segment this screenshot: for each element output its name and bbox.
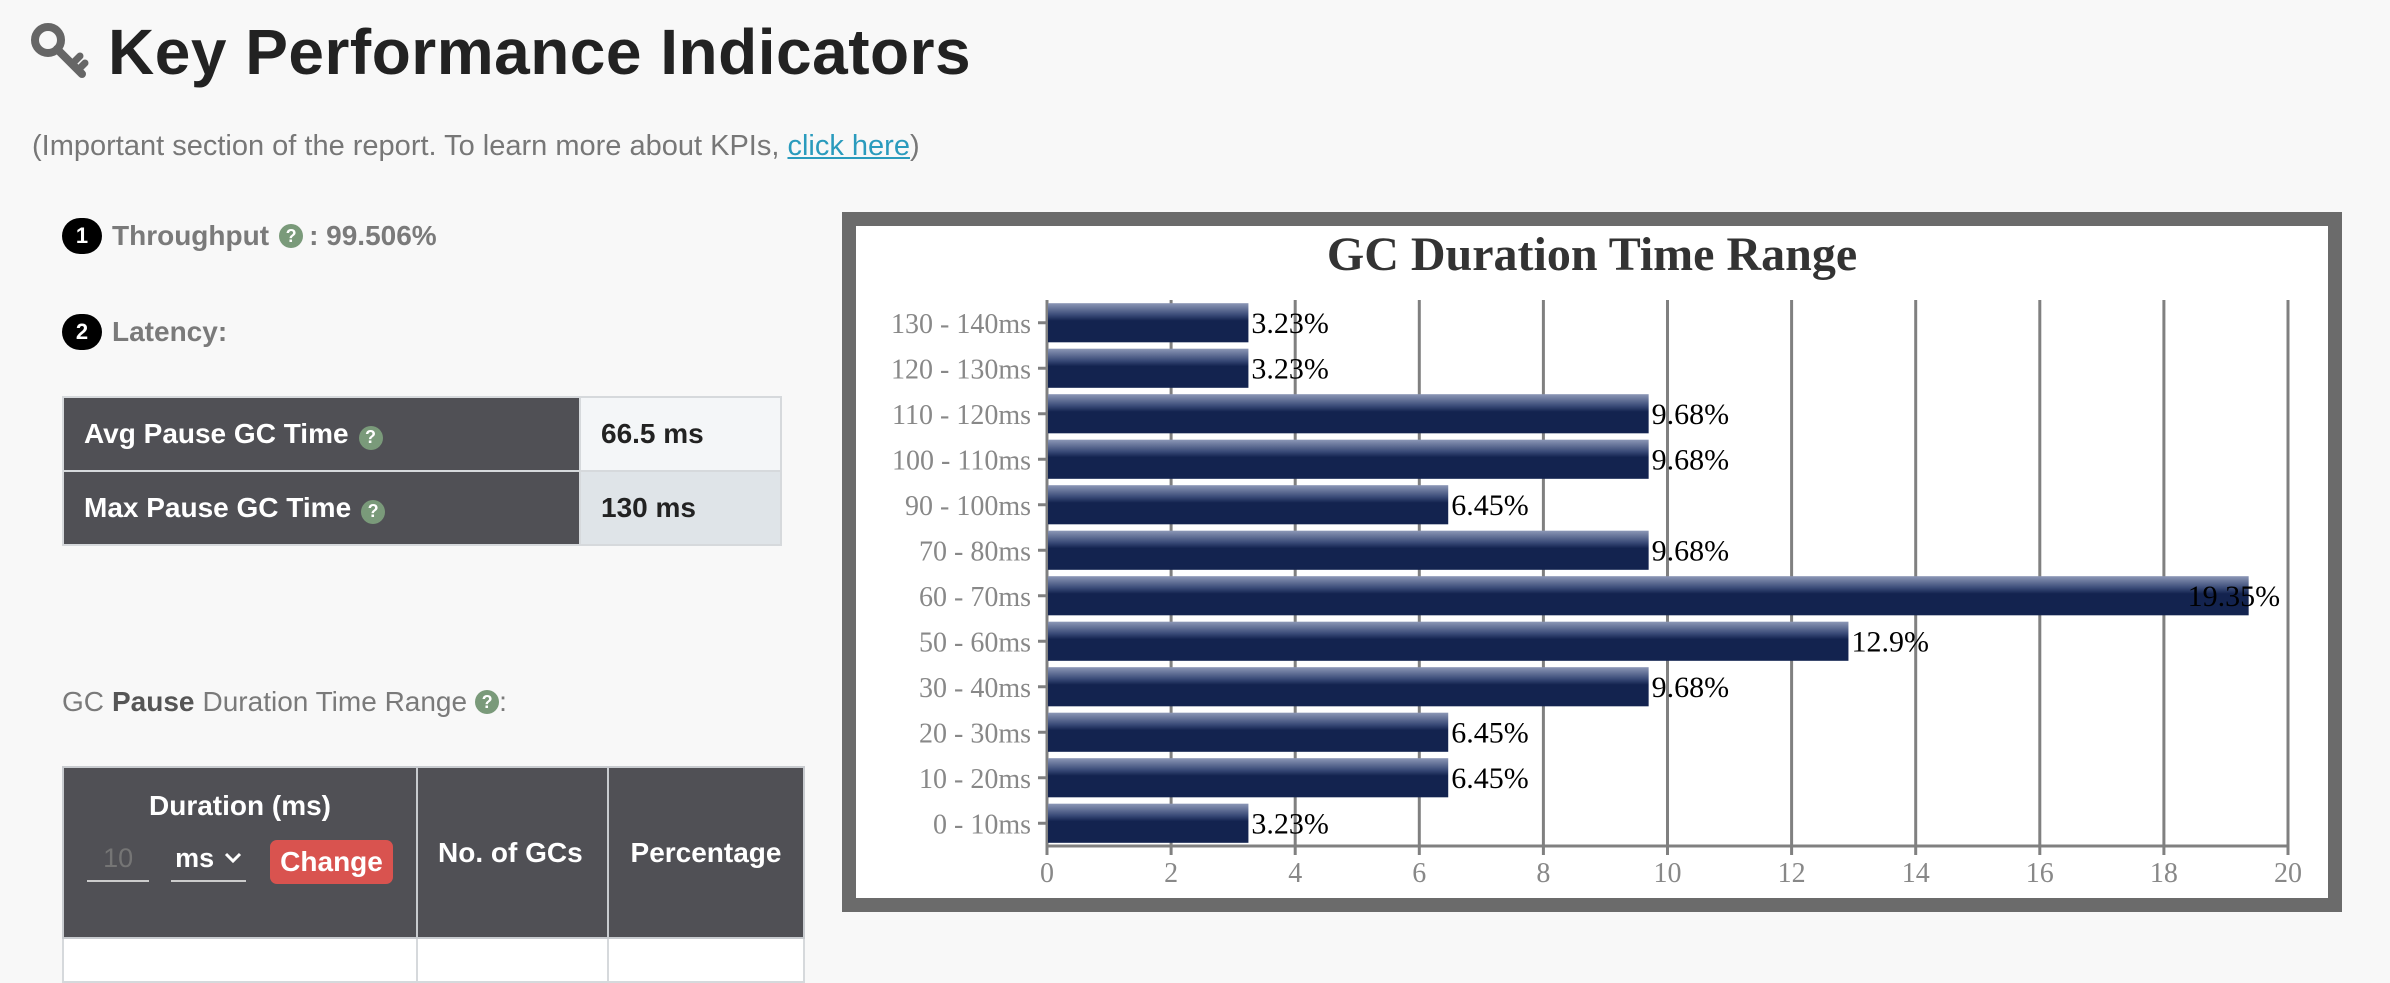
bar — [1048, 439, 1649, 479]
x-tick-label: 12 — [1778, 858, 1806, 889]
help-icon[interactable]: ? — [358, 425, 383, 450]
data-label: 3.23% — [1251, 352, 1329, 385]
bar — [1048, 485, 1449, 525]
latency-label: Latency: — [112, 316, 228, 347]
pause-range-heading: GC Pause Duration Time Range ? : — [62, 686, 507, 718]
y-tick-label: 70 - 80ms — [919, 536, 1031, 567]
y-tick-label: 100 - 110ms — [892, 445, 1031, 476]
pause-range-prefix: GC — [62, 686, 104, 717]
table-cell — [416, 937, 609, 983]
bar — [1048, 758, 1449, 798]
percentage-header: Percentage — [607, 766, 805, 939]
y-tick-label: 20 - 30ms — [919, 718, 1031, 749]
pause-range-colon: : — [499, 686, 507, 717]
x-tick-label: 2 — [1164, 858, 1178, 889]
x-tick-label: 16 — [2026, 858, 2054, 889]
bar — [1048, 303, 1249, 343]
kpi-help-link[interactable]: click here — [787, 130, 910, 162]
y-tick-label: 60 - 70ms — [919, 582, 1031, 613]
chart-title: GC Duration Time Range — [1327, 228, 1857, 281]
duration-table: Duration (ms) ms Change No. of GCs Perce… — [62, 766, 805, 983]
max-pause-value: 130 ms — [579, 470, 782, 546]
data-label: 19.35% — [2188, 580, 2281, 613]
x-tick-label: 10 — [1654, 858, 1682, 889]
table-cell — [62, 937, 418, 983]
x-tick-label: 18 — [2150, 858, 2178, 889]
bar — [1048, 621, 1849, 661]
bar — [1048, 712, 1449, 752]
data-label: 6.45% — [1451, 489, 1529, 522]
avg-pause-value: 66.5 ms — [579, 396, 782, 472]
duration-header: Duration (ms) ms Change — [62, 766, 418, 939]
change-button[interactable]: Change — [270, 840, 393, 884]
help-icon[interactable]: ? — [279, 224, 304, 248]
data-label: 3.23% — [1251, 307, 1329, 340]
subtitle: (Important section of the report. To lea… — [32, 130, 920, 163]
subtitle-prefix: (Important section of the report. To lea… — [32, 130, 788, 162]
data-label: 9.68% — [1652, 534, 1730, 567]
latency-table: Avg Pause GC Time? 66.5 ms Max Pause GC … — [62, 396, 782, 546]
y-tick-label: 130 - 140ms — [891, 309, 1031, 340]
throughput-value: : 99.506% — [309, 220, 437, 251]
x-tick-label: 6 — [1412, 858, 1426, 889]
chevron-down-icon — [224, 852, 242, 864]
data-label: 6.45% — [1451, 716, 1529, 749]
x-tick-label: 14 — [1902, 858, 1930, 889]
help-icon[interactable]: ? — [475, 690, 500, 714]
gc-count-header: No. of GCs — [416, 766, 609, 939]
pause-range-bold: Pause — [112, 686, 195, 717]
bar — [1048, 348, 1249, 388]
y-tick-label: 50 - 60ms — [919, 627, 1031, 658]
y-tick-label: 110 - 120ms — [892, 400, 1031, 431]
subtitle-suffix: ) — [909, 130, 920, 162]
page-header: Key Performance Indicators — [30, 12, 971, 92]
page-title: Key Performance Indicators — [108, 16, 972, 88]
duration-table-header-row: Duration (ms) ms Change No. of GCs Perce… — [62, 766, 805, 939]
chart-frame: GC Duration Time Range 0 2 4 6 8 10 12 14 16 18 20… — [842, 212, 2342, 912]
duration-controls: ms Change — [65, 840, 415, 884]
max-pause-label-cell: Max Pause GC Time? — [62, 470, 581, 546]
latency-metric: 2 Latency: — [62, 314, 227, 350]
throughput-number-badge: 1 — [62, 218, 102, 254]
gc-duration-chart: GC Duration Time Range 0 2 4 6 8 10 12 14 16 18 20… — [891, 228, 2302, 889]
avg-pause-label-cell: Avg Pause GC Time? — [62, 396, 581, 472]
x-tick-label: 0 — [1040, 858, 1054, 889]
table-cell — [607, 937, 805, 983]
duration-interval-input[interactable] — [87, 842, 150, 882]
data-label: 6.45% — [1451, 762, 1529, 795]
unit-select-value: ms — [175, 842, 215, 873]
y-tick-label: 120 - 130ms — [891, 354, 1031, 385]
data-label: 3.23% — [1251, 807, 1329, 840]
help-icon[interactable]: ? — [361, 499, 386, 524]
x-tick-label: 8 — [1536, 858, 1550, 889]
table-row: Max Pause GC Time? 130 ms — [62, 470, 782, 546]
throughput-label: Throughput — [112, 220, 270, 251]
y-tick-label: 90 - 100ms — [905, 491, 1031, 522]
max-pause-label: Max Pause GC Time — [84, 492, 352, 523]
data-label: 9.68% — [1652, 443, 1730, 476]
y-tick-label: 10 - 20ms — [919, 764, 1031, 795]
table-row — [62, 937, 805, 983]
pause-range-suffix: Duration Time Range — [202, 686, 468, 717]
key-icon — [30, 22, 90, 82]
x-tick-label: 4 — [1288, 858, 1302, 889]
bar — [1048, 394, 1649, 434]
throughput-metric: 1 Throughput ? : 99.506% — [62, 218, 437, 254]
data-label: 9.68% — [1652, 671, 1730, 704]
bar — [1048, 530, 1649, 570]
chart-container: GC Duration Time Range 0 2 4 6 8 10 12 14 16 18 20… — [856, 226, 2328, 898]
bar — [1048, 803, 1249, 843]
y-tick-label: 30 - 40ms — [919, 673, 1031, 704]
latency-number-badge: 2 — [62, 314, 102, 350]
y-tick-label: 0 - 10ms — [933, 809, 1031, 840]
x-tick-label: 20 — [2274, 858, 2302, 889]
unit-select[interactable]: ms — [171, 842, 247, 882]
duration-header-label: Duration (ms) — [149, 790, 331, 821]
avg-pause-label: Avg Pause GC Time — [84, 418, 349, 449]
bar — [1048, 667, 1649, 707]
data-label: 9.68% — [1652, 398, 1730, 431]
data-label: 12.9% — [1851, 625, 1929, 658]
bar — [1048, 576, 2249, 616]
table-row: Avg Pause GC Time? 66.5 ms — [62, 396, 782, 472]
